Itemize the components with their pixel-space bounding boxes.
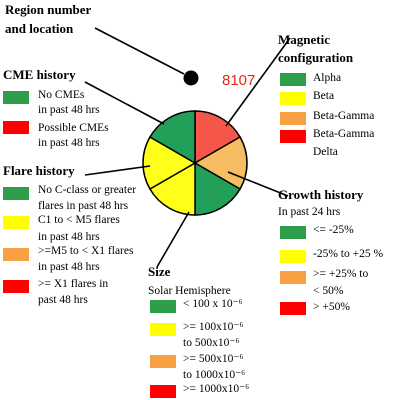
- section-title: and location: [5, 21, 74, 36]
- legend-label: flares in past 48 hrs: [38, 200, 129, 212]
- pie: [142, 110, 248, 216]
- pie-slice: [148, 110, 196, 165]
- legend-label: in past 48 hrs: [38, 137, 100, 149]
- pointer: [84, 165, 151, 176]
- legend-label: in past 48 hrs: [38, 261, 100, 273]
- pie-slice: [194, 110, 242, 165]
- legend-label: Possible CMEs: [38, 122, 109, 134]
- legend-label: C1 to < M5 flares: [38, 214, 120, 226]
- legend-label: -25% to +25 %: [313, 248, 383, 260]
- pie-slice: [148, 161, 196, 216]
- legend-swatch: [3, 248, 29, 261]
- section-title: Flare history: [3, 163, 75, 178]
- legend-label: Delta: [313, 146, 338, 158]
- legend-swatch: [150, 355, 176, 368]
- legend-label: No CMEs: [38, 89, 85, 101]
- legend-swatch: [280, 130, 306, 143]
- legend-label: >= 100x10⁻⁶: [183, 321, 243, 333]
- legend-swatch: [3, 216, 29, 229]
- legend-label: in past 48 hrs: [38, 231, 100, 243]
- legend-swatch: [3, 91, 29, 104]
- legend-swatch: [3, 121, 29, 134]
- legend-swatch: [3, 187, 29, 200]
- pointer: [225, 37, 291, 127]
- section-title: Growth history: [278, 187, 364, 202]
- legend-swatch: [280, 250, 306, 263]
- legend-label: Beta: [313, 90, 334, 102]
- legend-swatch: [280, 73, 306, 86]
- legend-swatch: [150, 323, 176, 336]
- legend-label: to 1000x10⁻⁶: [183, 369, 245, 381]
- pie-slice: [194, 161, 242, 216]
- section-title: Size: [148, 264, 171, 279]
- legend-swatch: [280, 271, 306, 284]
- pointer: [84, 81, 165, 125]
- region-dot: [183, 70, 199, 86]
- legend-label: Beta-Gamma: [313, 128, 374, 140]
- section-title: Magnetic: [278, 32, 330, 47]
- legend-label: Alpha: [313, 72, 341, 84]
- legend-label: >= X1 flares in: [38, 278, 108, 290]
- legend-label: < 50%: [313, 285, 344, 297]
- section-subtitle: Solar Hemisphere: [148, 285, 231, 297]
- legend-label: to 500x10⁻⁶: [183, 337, 239, 349]
- legend-swatch: [280, 226, 306, 239]
- section-subtitle: In past 24 hrs: [278, 206, 341, 218]
- pie-slice: [142, 135, 197, 191]
- section-title: configuration: [278, 50, 354, 65]
- section-title: CME history: [3, 67, 76, 82]
- legend-label: >= 500x10⁻⁶: [183, 353, 243, 365]
- legend-label: >= 1000x10⁻⁶: [183, 383, 249, 395]
- legend-swatch: [150, 300, 176, 313]
- legend-label: < 100 x 10⁻⁶: [183, 298, 243, 310]
- legend-label: >=M5 to < X1 flares: [38, 245, 134, 257]
- pointer: [227, 171, 289, 197]
- legend-label: >= +25% to: [313, 268, 368, 280]
- legend-swatch: [280, 112, 306, 125]
- legend-swatch: [3, 280, 29, 293]
- region-number: 8107: [222, 72, 255, 89]
- legend-swatch: [280, 302, 306, 315]
- pie-slice: [193, 135, 248, 191]
- legend-label: No C-class or greater: [38, 184, 136, 196]
- pointer: [94, 27, 185, 75]
- legend-label: past 48 hrs: [38, 294, 88, 306]
- legend-swatch: [150, 385, 176, 398]
- pointer: [156, 211, 190, 268]
- legend-label: in past 48 hrs: [38, 104, 100, 116]
- section-title: Region number: [5, 2, 92, 17]
- legend-swatch: [280, 92, 306, 105]
- legend-label: > +50%: [313, 301, 350, 313]
- legend-label: <= -25%: [313, 224, 354, 236]
- legend-label: Beta-Gamma: [313, 110, 374, 122]
